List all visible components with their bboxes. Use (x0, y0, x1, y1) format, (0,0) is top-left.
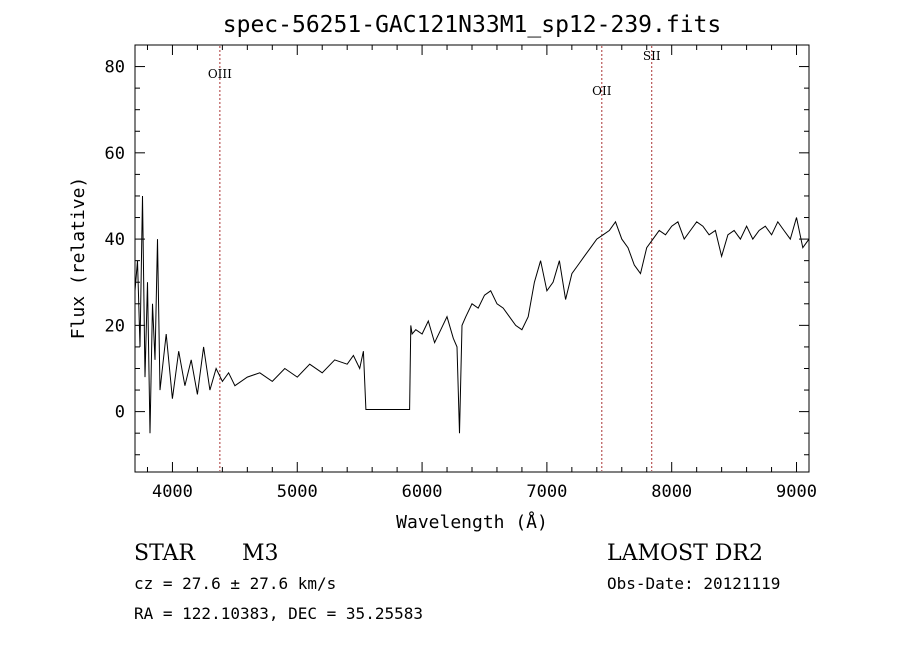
emission-line-markers: OIII OII SII (208, 46, 661, 471)
x-axis-label: Wavelength (Å) (396, 511, 548, 533)
object-class: STAR (134, 541, 196, 566)
x-tick-label: 8000 (651, 482, 692, 502)
chart-title: spec-56251-GAC121N33M1_sp12-239.fits (223, 12, 722, 38)
plot-frame (134, 44, 810, 473)
object-subclass: M3 (242, 541, 279, 566)
emission-line-label: OII (592, 84, 612, 98)
x-tick-label: 6000 (402, 482, 443, 502)
y-tick-label: 80 (105, 58, 125, 78)
y-tick-label: 60 (105, 144, 125, 164)
survey-name: LAMOST DR2 (607, 541, 763, 566)
x-tick-label: 5000 (277, 482, 318, 502)
redshift-cz: cz = 27.6 ± 27.6 km/s (134, 574, 336, 593)
emission-line-label: SII (643, 49, 661, 63)
spectrum-line (135, 195, 809, 434)
x-tick-label: 9000 (776, 482, 817, 502)
y-tick-label: 40 (105, 230, 125, 250)
emission-line-label: OIII (208, 67, 232, 81)
y-tick-label: 0 (115, 403, 125, 423)
ra-dec-coordinates: RA = 122.10383, DEC = 35.25583 (134, 604, 423, 623)
y-axis-label: Flux (relative) (68, 177, 89, 340)
x-tick-label: 7000 (526, 482, 567, 502)
x-tick-label: 4000 (152, 482, 193, 502)
spectrum-series (135, 195, 809, 434)
y-tick-label: 20 (105, 316, 125, 336)
axis-ticks: 4000 5000 6000 7000 8000 9000 0 20 40 60 80 (105, 44, 817, 502)
observation-date: Obs-Date: 20121119 (607, 574, 780, 593)
